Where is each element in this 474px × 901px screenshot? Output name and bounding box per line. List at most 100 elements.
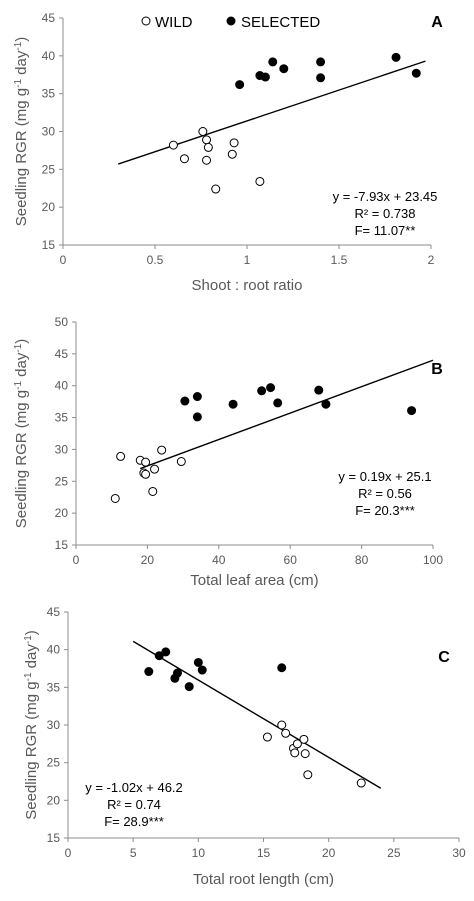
y-tick-label: 45 [55, 347, 69, 361]
r-squared: R² = 0.738 [354, 206, 415, 221]
wild-point [292, 739, 302, 749]
selected-point [180, 396, 190, 406]
selected-point [411, 68, 421, 78]
y-axis-title-part: day [13, 50, 30, 79]
x-axis-title: Shoot : root ratio [192, 277, 303, 294]
selected-point [193, 657, 203, 667]
trendline [117, 60, 426, 165]
x-tick-label: 1.5 [331, 253, 348, 267]
y-tick-label: 35 [55, 411, 69, 425]
x-tick-label: 5 [130, 846, 137, 860]
wild-point [229, 138, 239, 148]
regression-equation: y = -1.02x + 46.2 [85, 780, 183, 795]
wild-point [203, 142, 213, 152]
x-axis-title: Total root length (cm) [193, 871, 334, 888]
selected-point [161, 647, 171, 657]
y-axis-title: Seedling RGR (mg g-1 day-1) [23, 630, 41, 820]
wild-point [211, 184, 221, 194]
x-axis-title: Total leaf area (cm) [190, 572, 318, 589]
y-tick-label: 45 [47, 605, 61, 619]
selected-point [192, 412, 202, 422]
selected-point [260, 72, 270, 82]
selected-point [268, 57, 278, 67]
y-axis-title-superscript: -1 [13, 41, 24, 50]
y-axis-title-superscript: -1 [23, 672, 34, 681]
x-tick-label: 15 [257, 846, 271, 860]
wild-point [116, 451, 126, 461]
x-tick-label: 0 [65, 846, 72, 860]
panel-label: C [438, 649, 450, 666]
y-tick-label: 25 [47, 756, 61, 770]
wild-point [356, 778, 366, 788]
wild-point [227, 149, 237, 159]
wild-point [179, 154, 189, 164]
y-axis-title-part: Seedling RGR (mg g [13, 88, 30, 226]
x-tick-label: 0 [73, 553, 80, 567]
legend-wild-label: WILD [155, 14, 193, 31]
y-tick-label: 25 [42, 162, 56, 176]
selected-point [316, 73, 326, 83]
selected-point [172, 668, 182, 678]
y-axis-title: Seedling RGR (mg g-1 day-1) [13, 339, 31, 529]
wild-point [148, 486, 158, 496]
y-tick-label: 35 [47, 680, 61, 694]
x-tick-label: 100 [423, 553, 443, 567]
selected-point [277, 663, 287, 673]
f-statistic: F= 20.3*** [355, 503, 415, 518]
y-tick-label: 35 [42, 87, 56, 101]
y-tick-label: 30 [42, 125, 56, 139]
panel-c: 15 20 25 30 35 40 45 0 5 10 15 20 25 30 Total root len… [23, 605, 466, 888]
wild-point [141, 457, 151, 467]
x-tick-label: 10 [192, 846, 206, 860]
panel-label: B [431, 361, 443, 378]
y-tick-label: 40 [55, 379, 69, 393]
legend-selected-marker [226, 16, 236, 26]
y-axis-title-part: ) [13, 37, 30, 42]
regression-equation: y = 0.19x + 25.1 [338, 469, 431, 484]
f-statistic: F= 11.07** [355, 223, 416, 238]
y-axis-title-part: day [23, 644, 40, 673]
y-tick-label: 20 [55, 506, 69, 520]
y-axis-title-part: ) [23, 630, 40, 635]
wild-point [198, 127, 208, 136]
y-tick-label: 30 [47, 718, 61, 732]
selected-point [192, 392, 202, 402]
selected-point [314, 385, 324, 395]
x-tick-label: 1 [244, 253, 251, 267]
selected-point [273, 398, 283, 408]
wild-point [150, 464, 160, 474]
y-axis-title-part: day [13, 352, 30, 381]
x-tick-label: 80 [355, 553, 369, 567]
x-tick-label: 2 [428, 253, 435, 267]
y-tick-label: 15 [47, 831, 61, 845]
wild-point [157, 445, 167, 455]
y-axis-title: Seedling RGR (mg g-1 day-1) [13, 37, 31, 227]
y-axis-title-superscript: -1 [13, 79, 24, 88]
y-axis-title-part: Seedling RGR (mg g [23, 681, 40, 819]
y-axis-title-part: ) [13, 339, 30, 344]
y-axis-title-superscript: -1 [13, 381, 24, 390]
wild-point [262, 732, 272, 742]
selected-point [391, 52, 401, 62]
trendline [132, 640, 382, 789]
y-tick-label: 20 [47, 793, 61, 807]
y-axis-title-superscript: -1 [13, 343, 24, 352]
selected-point [197, 665, 207, 675]
selected-point [279, 64, 289, 74]
panel-a: 15 20 25 30 35 40 45 0 0.5 1 1.5 2 Shoot : root rati… [13, 11, 444, 294]
y-tick-label: 50 [55, 315, 69, 329]
x-tick-label: 20 [141, 553, 155, 567]
regression-equation: y = -7.93x + 23.45 [333, 189, 438, 204]
y-tick-label: 45 [42, 11, 56, 25]
wild-point [168, 140, 178, 150]
wild-point [277, 720, 287, 730]
y-axis-title-superscript: -1 [23, 635, 34, 644]
wild-point [141, 469, 151, 479]
selected-point [228, 399, 238, 409]
y-tick-label: 40 [42, 49, 56, 63]
selected-point [257, 386, 267, 396]
y-tick-label: 30 [55, 442, 69, 456]
y-axis-title-part: Seedling RGR (mg g [13, 390, 30, 528]
x-tick-label: 60 [284, 553, 298, 567]
